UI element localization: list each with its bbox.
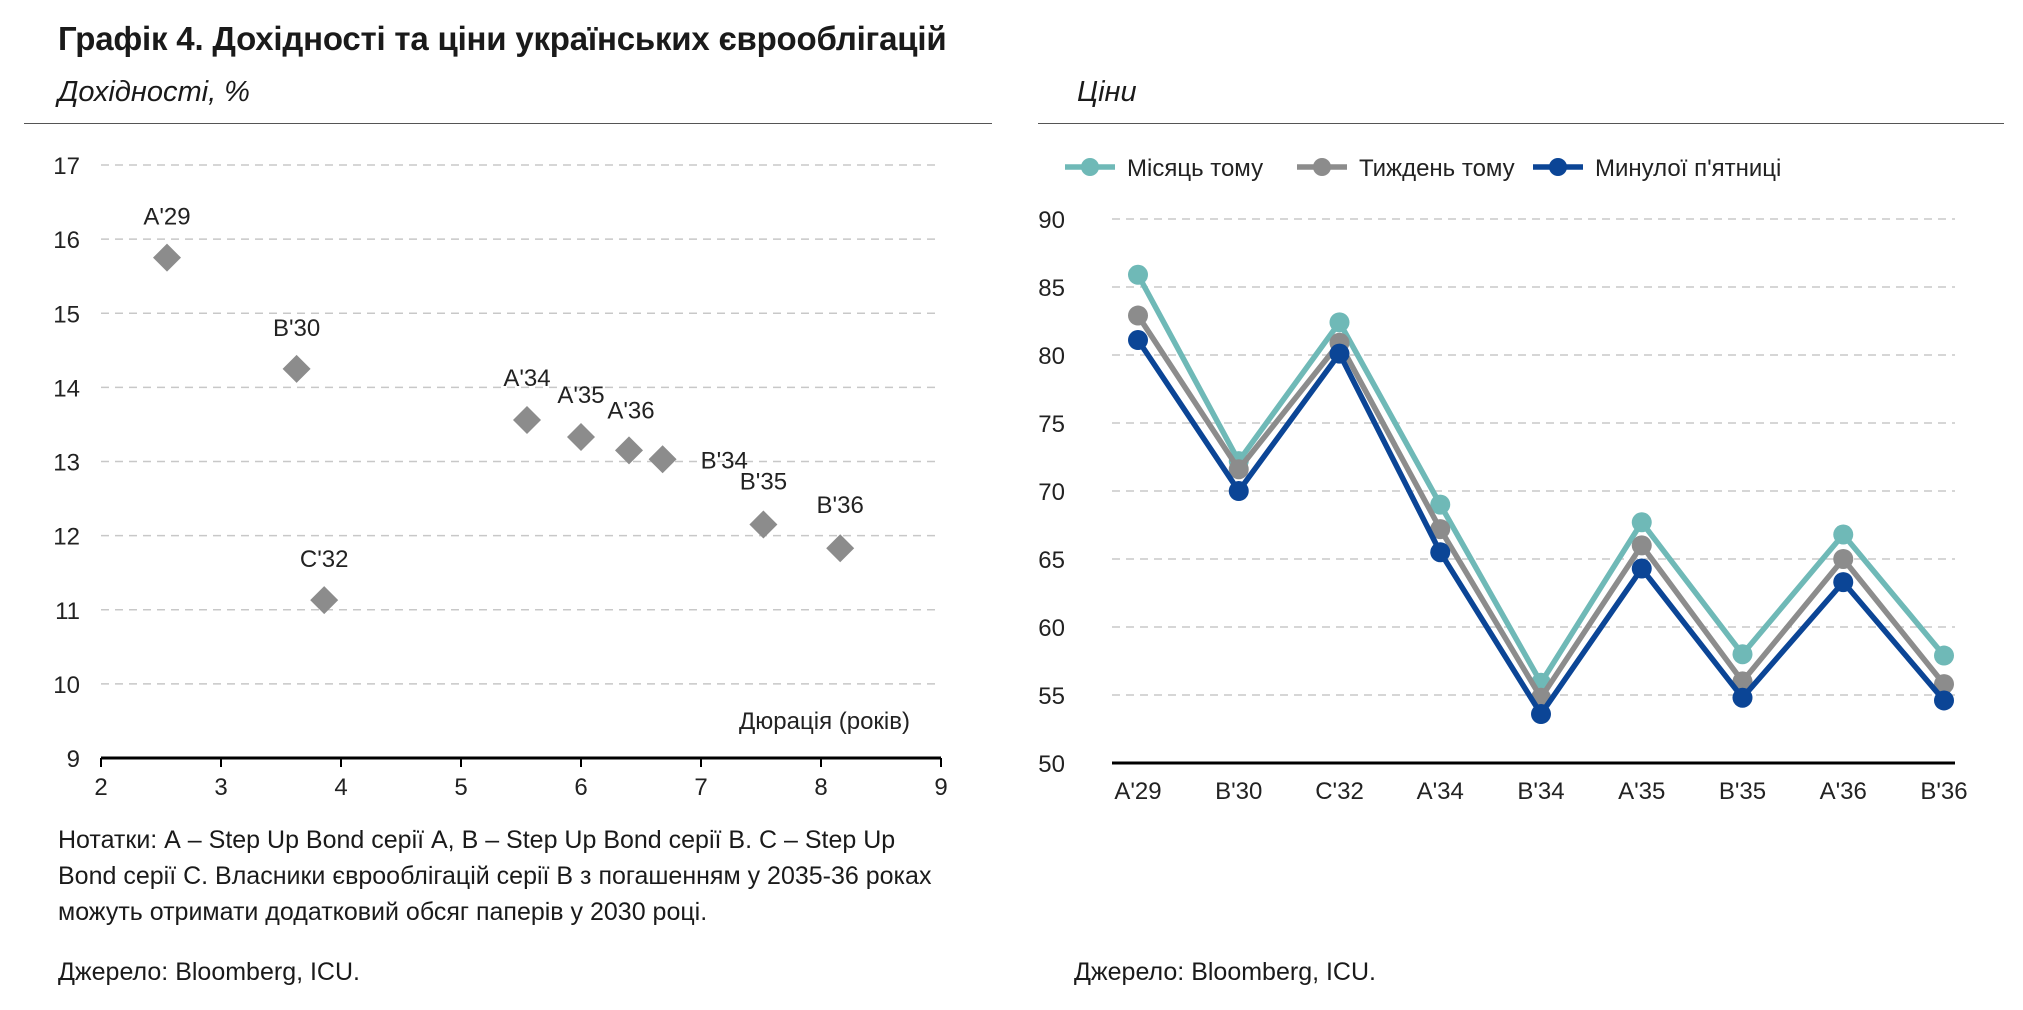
series-3-point bbox=[1531, 704, 1551, 725]
point-label: В'36 bbox=[817, 492, 864, 519]
x-tick-label: 4 bbox=[334, 774, 347, 801]
series-1-point bbox=[1732, 644, 1753, 665]
scatter-point-а29 bbox=[153, 243, 181, 272]
x-tick-label: В'34 bbox=[1517, 778, 1564, 805]
series-line-1 bbox=[1135, 273, 1947, 686]
point-label: С'32 bbox=[300, 546, 349, 573]
x-tick-label: 9 bbox=[934, 774, 947, 801]
series-1-point bbox=[1128, 264, 1148, 285]
x-tick-label: В'35 bbox=[1719, 778, 1766, 805]
y-tick-label: 50 bbox=[1038, 751, 1065, 778]
point-label: А'36 bbox=[607, 397, 654, 424]
series-3-point bbox=[1430, 542, 1451, 563]
scatter-point-в35 bbox=[749, 510, 778, 539]
x-tick-label: А'29 bbox=[1114, 778, 1161, 805]
series-2-point bbox=[1934, 674, 1954, 695]
series-1-point bbox=[1833, 524, 1854, 545]
y-tick-label: 16 bbox=[53, 227, 80, 254]
series-3-point bbox=[1631, 558, 1652, 579]
x-axis-label: Дюрація (років) bbox=[739, 708, 910, 735]
yields-source: Джерело: Bloomberg, ICU. bbox=[58, 958, 360, 986]
y-tick-label: 9 bbox=[67, 746, 80, 773]
yields-header-rule bbox=[24, 123, 992, 124]
scatter-point-а35 bbox=[567, 423, 595, 452]
legend-swatch-marker bbox=[1081, 158, 1099, 176]
series-1-point bbox=[1329, 312, 1350, 333]
legend-label: Тиждень тому bbox=[1359, 155, 1515, 182]
prices-source: Джерело: Bloomberg, ICU. bbox=[1074, 958, 1376, 986]
x-tick-label: 2 bbox=[94, 774, 107, 801]
x-tick-label: 7 bbox=[694, 774, 707, 801]
x-tick-label: С'32 bbox=[1315, 778, 1364, 805]
series-3-point bbox=[1833, 572, 1854, 593]
page-title: Графік 4. Дохідності та ціни українських… bbox=[58, 20, 947, 57]
series-line-2 bbox=[1135, 314, 1947, 701]
legend-label: Місяць тому bbox=[1127, 155, 1263, 182]
point-label: В'34 bbox=[701, 447, 748, 474]
yields-subtitle: Дохідності, % bbox=[58, 76, 250, 108]
series-3-point bbox=[1934, 690, 1954, 711]
series-3-point bbox=[1732, 687, 1753, 708]
y-tick-label: 75 bbox=[1038, 411, 1065, 438]
y-tick-label: 10 bbox=[53, 672, 80, 699]
scatter-point-в30 bbox=[282, 354, 311, 383]
y-tick-label: 17 bbox=[53, 153, 80, 180]
scatter-point-в36 bbox=[826, 534, 855, 563]
prices-header-rule bbox=[1038, 123, 2004, 124]
y-tick-label: 11 bbox=[55, 598, 80, 625]
point-label: В'30 bbox=[273, 315, 320, 342]
series-1-point bbox=[1631, 512, 1652, 533]
series-2-point bbox=[1631, 535, 1652, 556]
series-1-point bbox=[1934, 645, 1954, 666]
x-tick-label: А'34 bbox=[1417, 778, 1464, 805]
scatter-point-а34 bbox=[513, 405, 541, 434]
y-tick-label: 14 bbox=[53, 375, 80, 402]
series-2-point bbox=[1833, 549, 1854, 569]
price-line-chart: 50 55 60 65 70 75 80 85 90 А'29 В'30 С'32 А'34 В'34 А'… bbox=[1038, 155, 1967, 805]
y-tick-label: 15 bbox=[53, 301, 80, 328]
series-line-3 bbox=[1135, 338, 1947, 717]
x-tick-label: 8 bbox=[814, 774, 827, 801]
legend-swatch-marker bbox=[1549, 158, 1567, 176]
scatter-point-в34 bbox=[648, 445, 677, 474]
y-tick-label: 12 bbox=[53, 524, 80, 551]
series-3-point bbox=[1228, 481, 1249, 501]
y-tick-label: 80 bbox=[1038, 343, 1065, 370]
series-2-point bbox=[1228, 459, 1249, 480]
point-label: А'34 bbox=[503, 365, 550, 392]
y-tick-label: 85 bbox=[1038, 275, 1065, 302]
point-label: А'29 bbox=[143, 204, 190, 231]
scatter-point-а36 bbox=[615, 436, 643, 465]
prices-subtitle: Ціни bbox=[1077, 76, 1137, 108]
x-tick-label: А'36 bbox=[1820, 778, 1867, 805]
legend-label: Минулої п'ятниці bbox=[1595, 155, 1781, 182]
series-1-point bbox=[1430, 494, 1451, 515]
series-3-point bbox=[1329, 343, 1350, 364]
x-tick-label: 3 bbox=[214, 774, 227, 801]
scatter-point-с32 bbox=[310, 586, 339, 615]
y-tick-label: 13 bbox=[53, 450, 80, 477]
legend-swatch-marker bbox=[1313, 158, 1331, 176]
series-2-point bbox=[1128, 305, 1148, 326]
series-2-point bbox=[1430, 519, 1451, 540]
chart-notes: Нотатки: А – Step Up Bond серії А, В – S… bbox=[58, 826, 932, 926]
x-tick-label: 5 bbox=[454, 774, 467, 801]
y-tick-label: 70 bbox=[1038, 479, 1065, 506]
x-tick-label: А'35 bbox=[1618, 778, 1665, 805]
y-tick-label: 55 bbox=[1038, 683, 1065, 710]
series-3-point bbox=[1128, 330, 1148, 351]
point-label: В'35 bbox=[740, 469, 787, 496]
series-2-point bbox=[1732, 671, 1753, 692]
yield-scatter-chart: 9 10 11 12 13 14 15 16 17 2 3 4 5 6 7 8 9 Дюрація (років)… bbox=[53, 153, 947, 801]
point-label: А'35 bbox=[557, 382, 604, 409]
y-tick-label: 90 bbox=[1038, 207, 1065, 234]
x-tick-label: В'36 bbox=[1920, 778, 1967, 805]
x-tick-label: В'30 bbox=[1215, 778, 1262, 805]
y-tick-label: 65 bbox=[1038, 547, 1065, 574]
x-tick-label: 6 bbox=[574, 774, 587, 801]
y-tick-label: 60 bbox=[1038, 615, 1065, 642]
